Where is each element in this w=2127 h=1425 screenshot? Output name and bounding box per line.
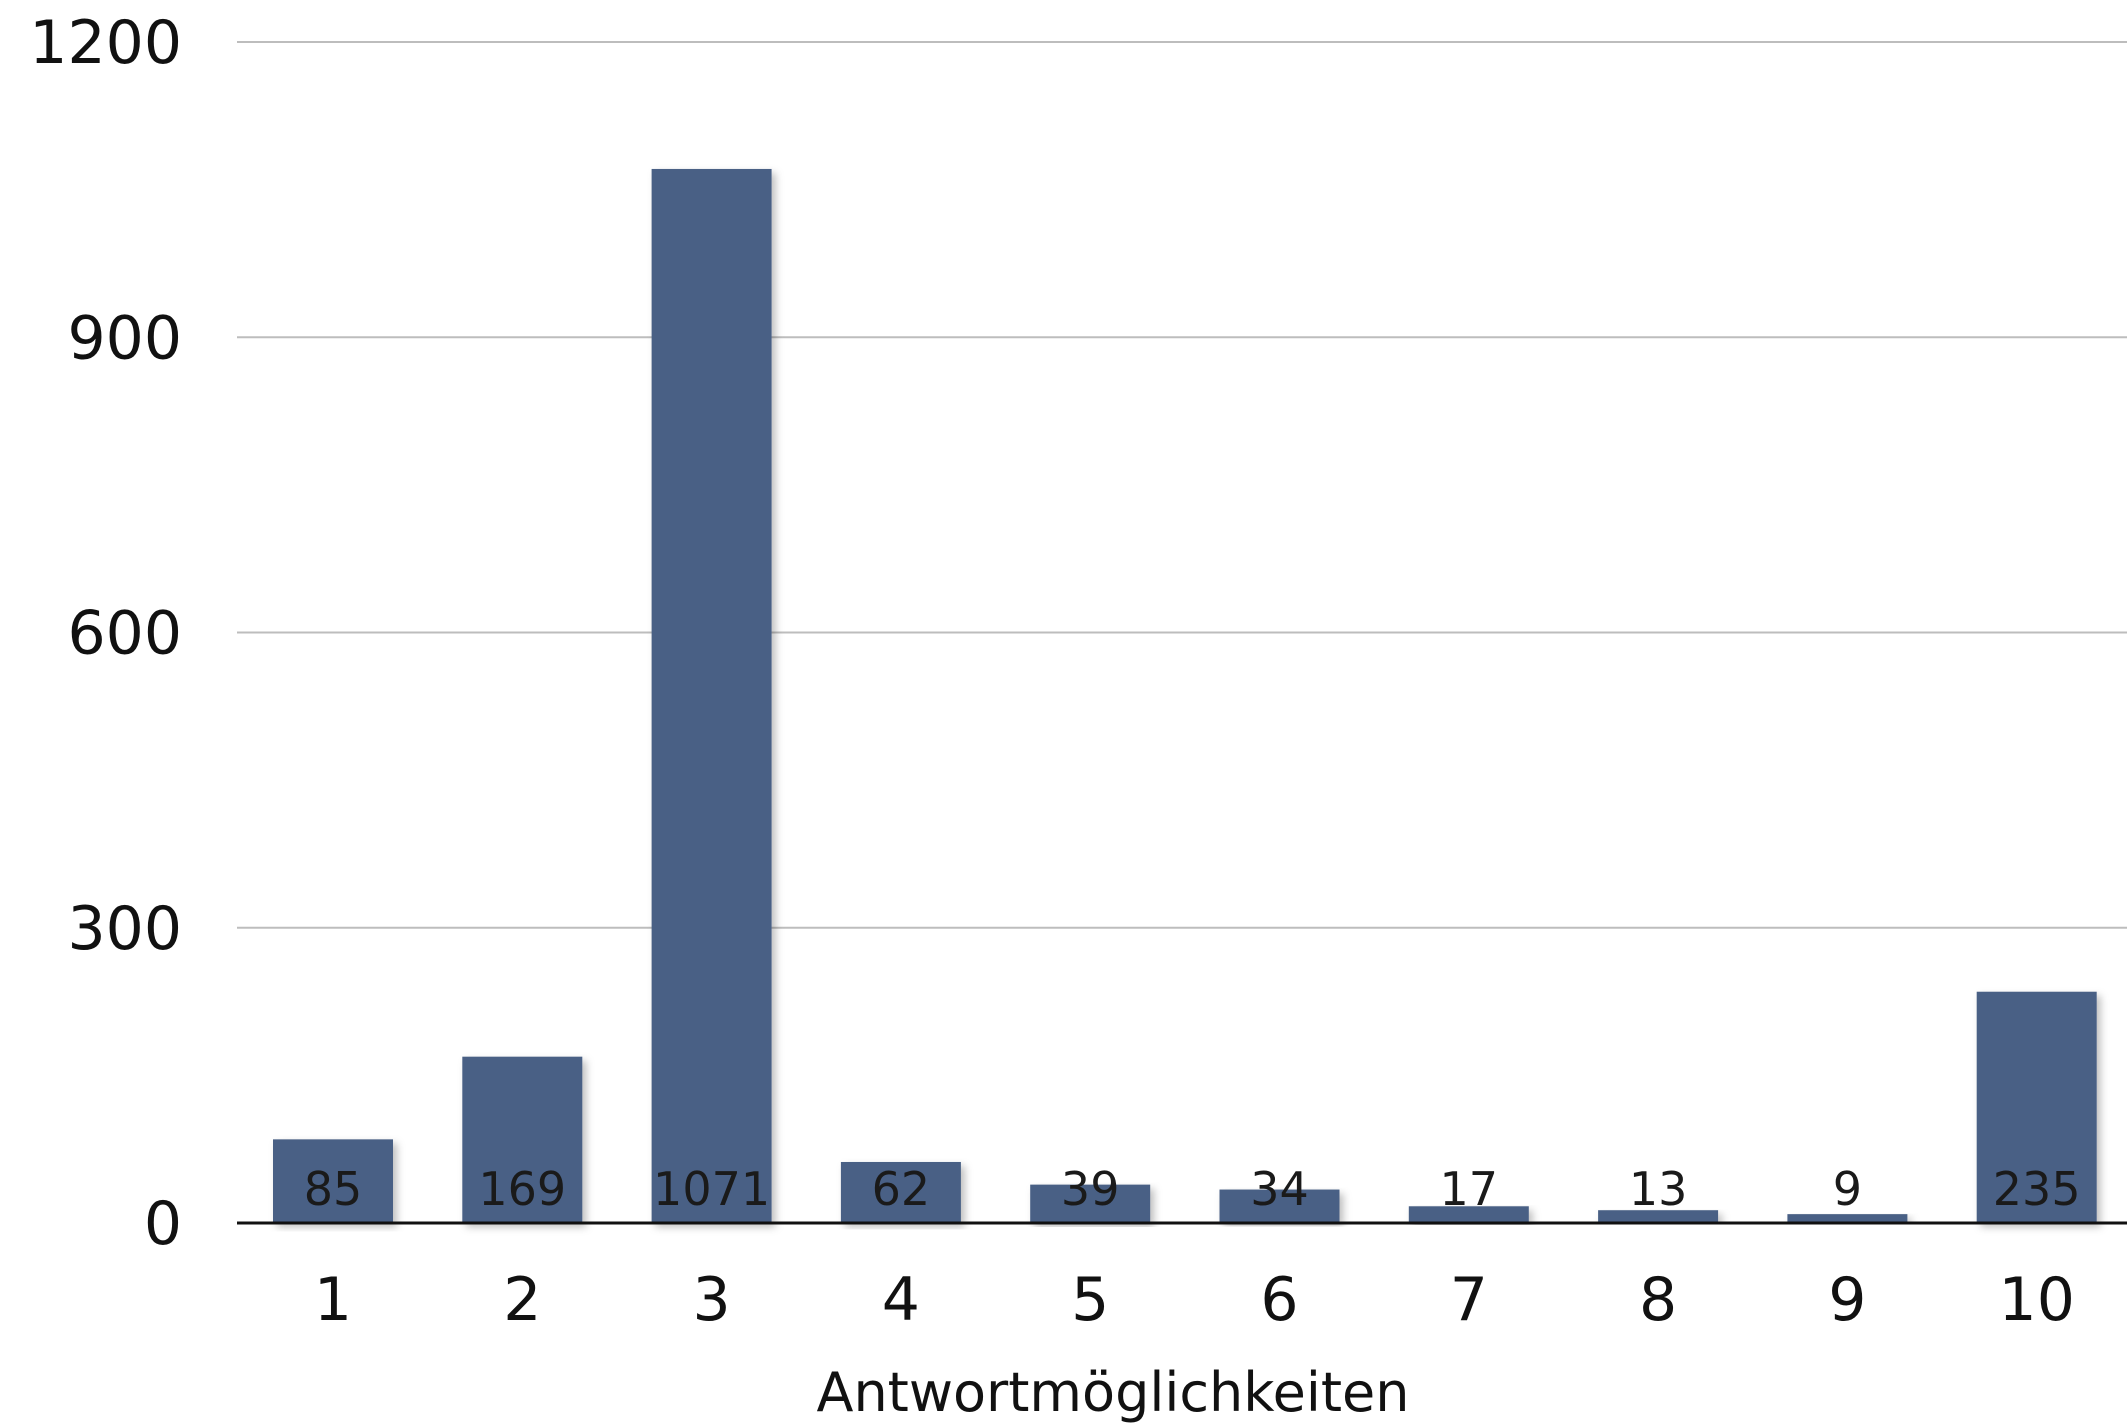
data-label: 39 xyxy=(1061,1162,1120,1216)
x-category-label: 9 xyxy=(1828,1265,1866,1335)
x-category-label: 3 xyxy=(693,1265,731,1335)
y-tick-label: 900 xyxy=(67,303,182,373)
y-tick-label: 0 xyxy=(144,1189,182,1259)
bar xyxy=(1219,1189,1340,1223)
gridlines xyxy=(237,41,2127,929)
bar xyxy=(840,1161,961,1223)
bar xyxy=(273,1139,393,1223)
x-category-label: 5 xyxy=(1071,1265,1109,1335)
bar xyxy=(1787,1214,1908,1223)
y-tick-label: 600 xyxy=(67,599,182,669)
y-tick-label: 300 xyxy=(67,894,182,964)
data-label: 17 xyxy=(1440,1162,1499,1216)
bar xyxy=(1976,991,2097,1223)
bar xyxy=(462,1056,583,1223)
x-axis-label: Antwortmöglichkeiten xyxy=(817,1361,1410,1424)
data-label: 62 xyxy=(872,1162,931,1216)
x-axis-category-labels: 1 2 3 4 5 6 7 8 9 10 xyxy=(314,1265,2075,1335)
x-category-label: 6 xyxy=(1260,1265,1298,1335)
bar xyxy=(1408,1206,1529,1223)
y-axis-tick-labels: 0 300 600 900 1200 xyxy=(29,8,182,1259)
bar xyxy=(651,168,772,1223)
data-labels: 85 169 1071 62 39 34 17 13 9 235 xyxy=(304,1162,2081,1216)
data-label: 235 xyxy=(1993,1162,2081,1216)
bar xyxy=(1030,1184,1151,1223)
bars xyxy=(273,168,2097,1223)
data-label: 13 xyxy=(1629,1162,1688,1216)
y-tick-label: 1200 xyxy=(29,8,182,78)
data-label: 9 xyxy=(1833,1162,1862,1216)
data-label: 85 xyxy=(304,1162,363,1216)
x-category-label: 7 xyxy=(1450,1265,1488,1335)
x-category-label: 8 xyxy=(1639,1265,1677,1335)
data-label: 1071 xyxy=(653,1162,770,1216)
bar xyxy=(1598,1210,1719,1223)
data-label: 169 xyxy=(478,1162,566,1216)
x-category-label: 1 xyxy=(314,1265,352,1335)
data-label: 34 xyxy=(1250,1162,1309,1216)
x-category-label: 4 xyxy=(882,1265,920,1335)
x-category-label: 10 xyxy=(1999,1265,2075,1335)
x-category-label: 2 xyxy=(503,1265,541,1335)
